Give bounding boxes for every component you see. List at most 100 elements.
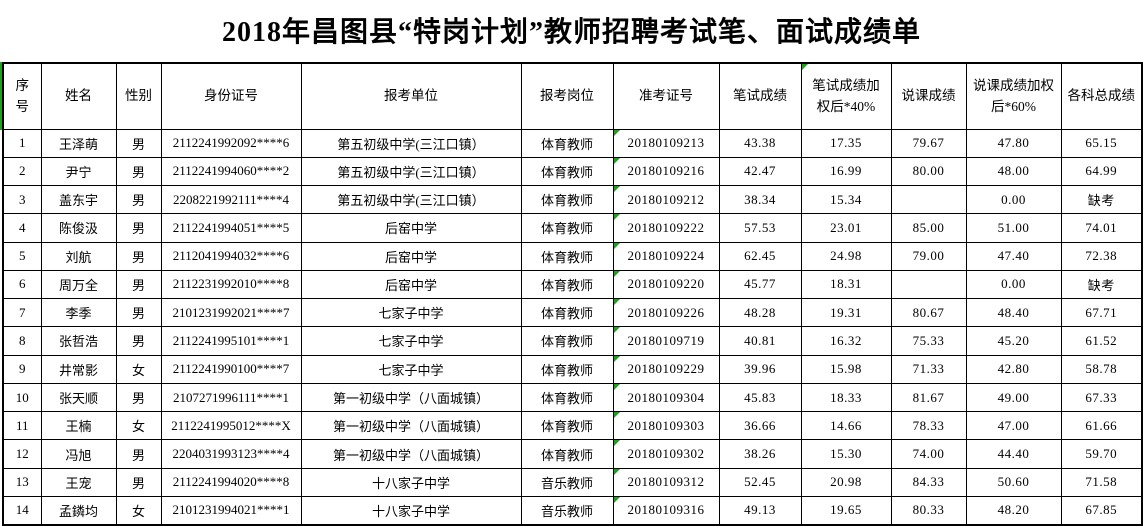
cell-lecture-weighted: 45.20 <box>965 326 1062 356</box>
cell-id-number: 2112241992092****6 <box>160 128 302 158</box>
cell-id-number: 2112231992010****8 <box>160 269 302 300</box>
cell-written-weighted: 15.34 <box>800 185 892 215</box>
cell-gender: 女 <box>115 495 162 526</box>
cell-unit: 第一初级中学（八面城镇） <box>300 382 522 413</box>
cell-written-weighted: 24.98 <box>800 241 892 271</box>
header-selection-green-bar <box>0 62 3 130</box>
cell-total-score: 71.58 <box>1060 467 1143 497</box>
cell-position: 音乐教师 <box>520 495 614 526</box>
cell-written-weighted: 19.31 <box>800 298 892 328</box>
cell-lecture-weighted: 44.40 <box>965 439 1062 469</box>
cell-written-weighted: 23.01 <box>800 213 892 243</box>
cell-position: 体育教师 <box>520 326 614 356</box>
cell-id-number: 2101231992021****7 <box>160 298 302 328</box>
cell-written-weighted: 19.65 <box>800 495 892 526</box>
cell-exam-id: 20180109316 <box>612 495 720 526</box>
cell-exam-id: 20180109216 <box>612 156 720 187</box>
cell-id-number: 2112241995101****1 <box>160 326 302 356</box>
cell-total-score: 缺考 <box>1060 269 1143 300</box>
cell-name: 尹宁 <box>40 156 117 187</box>
cell-name: 冯旭 <box>40 439 117 469</box>
cell-position: 音乐教师 <box>520 467 614 497</box>
cell-index: 7 <box>2 298 42 328</box>
column-header-written-score: 笔试成绩 <box>718 62 802 130</box>
cell-index: 9 <box>2 354 42 384</box>
cell-name: 刘航 <box>40 241 117 271</box>
cell-index: 2 <box>2 156 42 187</box>
table-row: 5 刘航男 2112041994032****6 后窑中学 体育教师 2018010922… <box>2 241 1143 271</box>
page-title: 2018年昌图县“特岗计划”教师招聘考试笔、面试成绩单 <box>221 17 921 48</box>
cell-written-score: 39.96 <box>718 354 802 384</box>
cell-lecture-weighted: 0.00 <box>965 185 1062 215</box>
cell-unit: 第一初级中学（八面城镇） <box>300 439 522 469</box>
column-header-total-score: 各科总成绩 <box>1060 62 1143 130</box>
cell-name: 孟鏻均 <box>40 495 117 526</box>
cell-lecture-weighted: 48.20 <box>965 495 1062 526</box>
cell-lecture-score: 85.00 <box>890 213 967 243</box>
cell-written-score: 38.26 <box>718 439 802 469</box>
table-row: 8 张哲浩男 2112241995101****1 七家子中学 体育教师 20180109… <box>2 326 1143 356</box>
cell-lecture-weighted: 48.40 <box>965 298 1062 328</box>
cell-unit: 七家子中学 <box>300 354 522 384</box>
cell-id-number: 2107271996111****1 <box>160 382 302 413</box>
column-header-unit: 报考单位 <box>300 62 522 130</box>
cell-gender: 男 <box>115 128 162 158</box>
cell-position: 体育教师 <box>520 382 614 413</box>
cell-written-score: 38.34 <box>718 185 802 215</box>
column-header-position: 报考岗位 <box>520 62 614 130</box>
cell-gender: 男 <box>115 467 162 497</box>
cell-total-score: 61.52 <box>1060 326 1143 356</box>
table-row: 4 陈俊汲男 2112241994051****5 后窑中学 体育教师 201801092… <box>2 213 1143 243</box>
cell-written-weighted: 18.31 <box>800 269 892 300</box>
column-header-lecture-score: 说课成绩 <box>890 62 967 130</box>
cell-unit: 后窑中学 <box>300 213 522 243</box>
cell-lecture-weighted: 48.00 <box>965 156 1062 187</box>
cell-index: 4 <box>2 213 42 243</box>
cell-total-score: 缺考 <box>1060 185 1143 215</box>
cell-index: 3 <box>2 185 42 215</box>
cell-gender: 女 <box>115 354 162 384</box>
cell-position: 体育教师 <box>520 354 614 384</box>
cell-id-number: 2112241995012****X <box>160 411 302 441</box>
cell-exam-id: 20180109304 <box>612 382 720 413</box>
cell-id-number: 2112241994020****8 <box>160 467 302 497</box>
cell-unit: 七家子中学 <box>300 326 522 356</box>
column-header-lecture-weighted: 说课成绩加权后*60% <box>965 62 1062 130</box>
cell-total-score: 64.99 <box>1060 156 1143 187</box>
table-row: 1 王泽萌男 2112241992092****6 第五初级中学(三江口镇） 体育教师 2… <box>2 128 1143 158</box>
cell-lecture-score: 80.33 <box>890 495 967 526</box>
cell-gender: 男 <box>115 326 162 356</box>
cell-exam-id: 20180109302 <box>612 439 720 469</box>
cell-exam-id: 20180109213 <box>612 128 720 158</box>
cell-written-weighted: 16.32 <box>800 326 892 356</box>
cell-written-score: 62.45 <box>718 241 802 271</box>
cell-index: 14 <box>2 495 42 526</box>
column-header-gender: 性别 <box>115 62 162 130</box>
cell-position: 体育教师 <box>520 439 614 469</box>
table-row: 14 孟鏻均女 2101231994021****1 十八家子中学 音乐教师 201801… <box>2 495 1143 526</box>
cell-id-number: 2101231994021****1 <box>160 495 302 526</box>
cell-name: 王泽萌 <box>40 128 117 158</box>
cell-unit: 第五初级中学(三江口镇） <box>300 128 522 158</box>
cell-exam-id: 20180109719 <box>612 326 720 356</box>
cell-written-score: 45.77 <box>718 269 802 300</box>
header-row: 序号 姓名 性别 身份证号 报考单位 报考岗位 准考证号 笔试成绩 笔试成绩加权后*40% 说课成… <box>2 62 1143 130</box>
table-row: 13 王宠男 2112241994020****8 十八家子中学 音乐教师 2018010… <box>2 467 1143 497</box>
cell-written-score: 52.45 <box>718 467 802 497</box>
cell-id-number: 2204031993123****4 <box>160 439 302 469</box>
cell-gender: 男 <box>115 185 162 215</box>
cell-unit: 七家子中学 <box>300 298 522 328</box>
cell-name: 周万全 <box>40 269 117 300</box>
cell-lecture-score: 79.67 <box>890 128 967 158</box>
column-header-id-number: 身份证号 <box>160 62 302 130</box>
cell-lecture-weighted: 50.60 <box>965 467 1062 497</box>
cell-written-score: 49.13 <box>718 495 802 526</box>
cell-unit: 后窑中学 <box>300 241 522 271</box>
cell-lecture-weighted: 47.80 <box>965 128 1062 158</box>
cell-written-score: 42.47 <box>718 156 802 187</box>
table-body: 1 王泽萌男 2112241992092****6 第五初级中学(三江口镇） 体育教师 2… <box>2 128 1143 526</box>
cell-gender: 男 <box>115 156 162 187</box>
cell-name: 王楠 <box>40 411 117 441</box>
cell-unit: 十八家子中学 <box>300 467 522 497</box>
cell-position: 体育教师 <box>520 185 614 215</box>
